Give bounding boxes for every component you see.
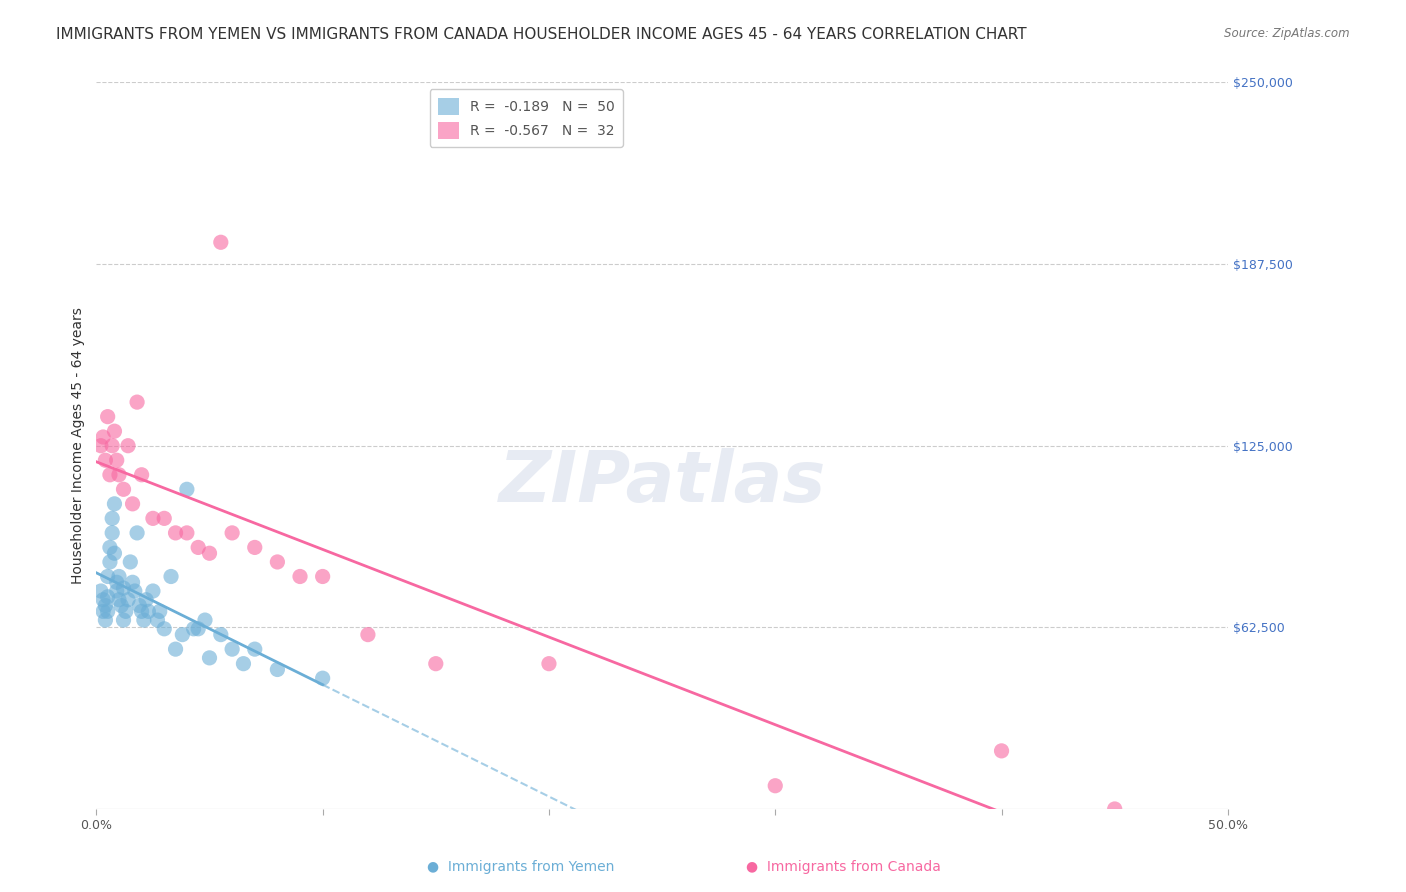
Point: [243, 642, 266, 657]
Point: [153, 511, 176, 525]
Point: [138, 604, 160, 618]
Point: [142, 584, 165, 599]
Point: [131, 604, 153, 618]
Point: [105, 584, 128, 599]
Point: [97, 604, 120, 618]
Point: [98, 467, 121, 482]
Point: [90, 584, 112, 599]
Point: [117, 439, 139, 453]
Point: [97, 569, 120, 583]
Point: [176, 483, 198, 497]
Point: [149, 604, 172, 618]
Point: [311, 569, 333, 583]
Text: ●  Immigrants from Canada: ● Immigrants from Canada: [747, 860, 941, 874]
Point: [243, 541, 266, 555]
Point: [537, 657, 560, 671]
Text: ●  Immigrants from Yemen: ● Immigrants from Yemen: [426, 860, 614, 874]
Text: ZIPatlas: ZIPatlas: [498, 448, 825, 516]
Point: [209, 627, 232, 641]
Point: [94, 453, 117, 467]
Text: IMMIGRANTS FROM YEMEN VS IMMIGRANTS FROM CANADA HOUSEHOLDER INCOME AGES 45 - 64 : IMMIGRANTS FROM YEMEN VS IMMIGRANTS FROM…: [56, 27, 1026, 42]
Point: [311, 671, 333, 685]
Point: [90, 439, 112, 453]
Point: [105, 453, 128, 467]
Point: [94, 599, 117, 613]
Point: [209, 235, 232, 250]
Point: [91, 430, 114, 444]
Point: [108, 569, 131, 583]
Point: [105, 575, 128, 590]
Point: [165, 642, 187, 657]
Point: [103, 497, 125, 511]
Point: [94, 613, 117, 627]
Point: [91, 604, 114, 618]
Point: [135, 592, 157, 607]
Point: [187, 622, 209, 636]
Legend: R =  -0.189   N =  50, R =  -0.567   N =  32: R = -0.189 N = 50, R = -0.567 N = 32: [430, 89, 623, 147]
Point: [117, 592, 139, 607]
Point: [121, 497, 143, 511]
Point: [425, 657, 447, 671]
Point: [125, 525, 148, 540]
Point: [121, 575, 143, 590]
Point: [97, 409, 120, 424]
Y-axis label: Householder Income Ages 45 - 64 years: Householder Income Ages 45 - 64 years: [72, 307, 86, 584]
Point: [153, 622, 176, 636]
Text: Source: ZipAtlas.com: Source: ZipAtlas.com: [1225, 27, 1350, 40]
Point: [187, 541, 209, 555]
Point: [165, 525, 187, 540]
Point: [146, 613, 169, 627]
Point: [125, 395, 148, 409]
Point: [221, 525, 243, 540]
Point: [128, 599, 150, 613]
Point: [183, 622, 205, 636]
Point: [98, 541, 121, 555]
Point: [112, 613, 135, 627]
Point: [108, 592, 131, 607]
Point: [98, 555, 121, 569]
Point: [198, 651, 221, 665]
Point: [101, 525, 124, 540]
Point: [176, 525, 198, 540]
Point: [101, 511, 124, 525]
Point: [266, 555, 288, 569]
Point: [110, 599, 132, 613]
Point: [357, 627, 380, 641]
Point: [1104, 802, 1126, 816]
Point: [142, 511, 165, 525]
Point: [131, 467, 153, 482]
Point: [990, 744, 1012, 758]
Point: [101, 439, 124, 453]
Point: [120, 555, 142, 569]
Point: [172, 627, 194, 641]
Point: [198, 546, 221, 560]
Point: [108, 467, 131, 482]
Point: [763, 779, 786, 793]
Point: [112, 581, 135, 595]
Point: [97, 590, 120, 604]
Point: [124, 584, 146, 599]
Point: [266, 663, 288, 677]
Point: [160, 569, 183, 583]
Point: [232, 657, 254, 671]
Point: [112, 483, 135, 497]
Point: [103, 546, 125, 560]
Point: [132, 613, 155, 627]
Point: [103, 424, 125, 438]
Point: [91, 592, 114, 607]
Point: [288, 569, 311, 583]
Point: [194, 613, 217, 627]
Point: [221, 642, 243, 657]
Point: [114, 604, 136, 618]
